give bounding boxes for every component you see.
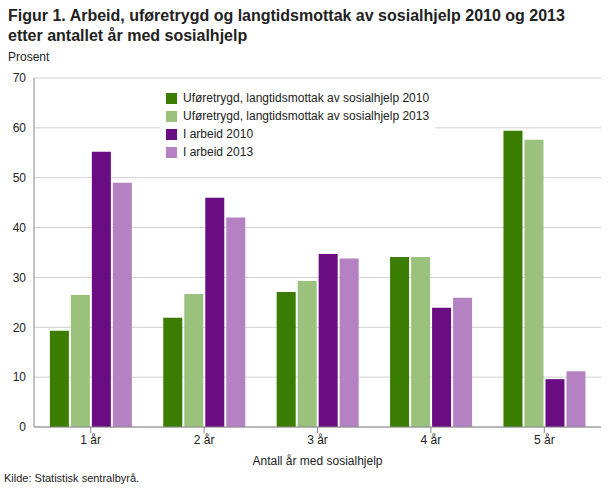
svg-text:60: 60	[13, 121, 27, 135]
html-text:Uføretrygd, langtidsmottak av: Uføretrygd, langtidsmottak av sosialhjel…	[183, 109, 430, 123]
svg-text:40: 40	[13, 221, 27, 235]
svg-text:0: 0	[19, 420, 26, 434]
html-text:Uføretrygd, langtidsmottak av: Uføretrygd, langtidsmottak av sosialhjel…	[183, 91, 430, 105]
html-text:Prosent: Prosent	[8, 50, 50, 64]
svg-text:20: 20	[13, 321, 27, 335]
svg-text:4 år: 4 år	[421, 433, 442, 447]
html-text:I arbeid 2010: I arbeid 2010	[183, 127, 254, 141]
svg-text:2 år: 2 år	[194, 433, 215, 447]
svg-text:1 år: 1 år	[80, 433, 101, 447]
html-text:Figur 1. Arbeid, uføretrygd og: Figur 1. Arbeid, uføretrygd og langtidsm…	[8, 7, 565, 44]
svg-text:30: 30	[13, 271, 27, 285]
svg-text:3 år: 3 år	[307, 433, 328, 447]
svg-text:70: 70	[13, 71, 27, 85]
html-text:Antall år med sosialhjelp: Antall år med sosialhjelp	[252, 454, 383, 468]
svg-text:10: 10	[13, 370, 27, 384]
svg-text:50: 50	[13, 171, 27, 185]
html-text:Kilde: Statistisk sentralbyrå.: Kilde: Statistisk sentralbyrå.	[4, 472, 140, 484]
html-text:I arbeid 2013: I arbeid 2013	[183, 145, 254, 159]
svg-text:5 år: 5 år	[534, 433, 555, 447]
